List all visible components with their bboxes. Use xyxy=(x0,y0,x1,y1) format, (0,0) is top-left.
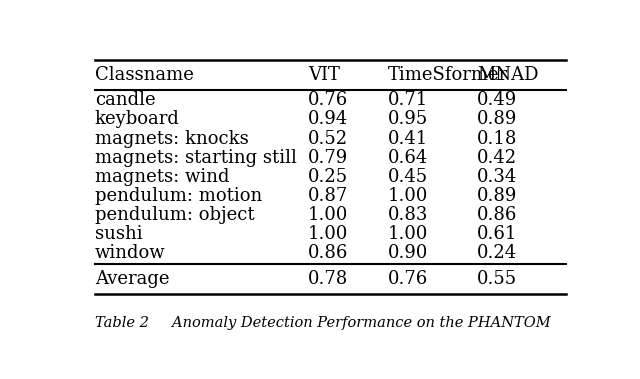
Text: candle: candle xyxy=(95,91,156,109)
Text: 0.90: 0.90 xyxy=(388,244,428,262)
Text: 0.76: 0.76 xyxy=(388,270,428,288)
Text: 0.24: 0.24 xyxy=(477,244,517,262)
Text: 0.64: 0.64 xyxy=(388,149,428,167)
Text: window: window xyxy=(95,244,166,262)
Text: 1.00: 1.00 xyxy=(308,225,349,243)
Text: TimeSformer: TimeSformer xyxy=(388,66,508,84)
Text: 0.71: 0.71 xyxy=(388,91,428,109)
Text: 0.41: 0.41 xyxy=(388,130,428,147)
Text: 0.55: 0.55 xyxy=(477,270,517,288)
Text: 0.86: 0.86 xyxy=(308,244,349,262)
Text: 0.83: 0.83 xyxy=(388,206,428,224)
Text: 1.00: 1.00 xyxy=(388,225,428,243)
Text: Average: Average xyxy=(95,270,170,288)
Text: 0.34: 0.34 xyxy=(477,168,517,186)
Text: MNAD: MNAD xyxy=(477,66,538,84)
Text: magnets: knocks: magnets: knocks xyxy=(95,130,248,147)
Text: Classname: Classname xyxy=(95,66,194,84)
Text: 0.86: 0.86 xyxy=(477,206,517,224)
Text: 0.78: 0.78 xyxy=(308,270,348,288)
Text: 0.45: 0.45 xyxy=(388,168,428,186)
Text: 0.76: 0.76 xyxy=(308,91,348,109)
Text: 0.95: 0.95 xyxy=(388,110,428,128)
Text: pendulum: object: pendulum: object xyxy=(95,206,255,224)
Text: keyboard: keyboard xyxy=(95,110,180,128)
Text: 0.79: 0.79 xyxy=(308,149,348,167)
Text: 1.00: 1.00 xyxy=(308,206,349,224)
Text: 0.25: 0.25 xyxy=(308,168,348,186)
Text: Table 2     Anomaly Detection Performance on the PHANTOM: Table 2 Anomaly Detection Performance on… xyxy=(95,316,550,330)
Text: 0.18: 0.18 xyxy=(477,130,517,147)
Text: 0.94: 0.94 xyxy=(308,110,348,128)
Text: 0.49: 0.49 xyxy=(477,91,517,109)
Text: 1.00: 1.00 xyxy=(388,187,428,205)
Text: pendulum: motion: pendulum: motion xyxy=(95,187,262,205)
Text: 0.87: 0.87 xyxy=(308,187,348,205)
Text: magnets: wind: magnets: wind xyxy=(95,168,229,186)
Text: 0.42: 0.42 xyxy=(477,149,517,167)
Text: VIT: VIT xyxy=(308,66,340,84)
Text: 0.89: 0.89 xyxy=(477,187,517,205)
Text: sushi: sushi xyxy=(95,225,143,243)
Text: magnets: starting still: magnets: starting still xyxy=(95,149,297,167)
Text: 0.52: 0.52 xyxy=(308,130,348,147)
Text: 0.61: 0.61 xyxy=(477,225,517,243)
Text: 0.89: 0.89 xyxy=(477,110,517,128)
